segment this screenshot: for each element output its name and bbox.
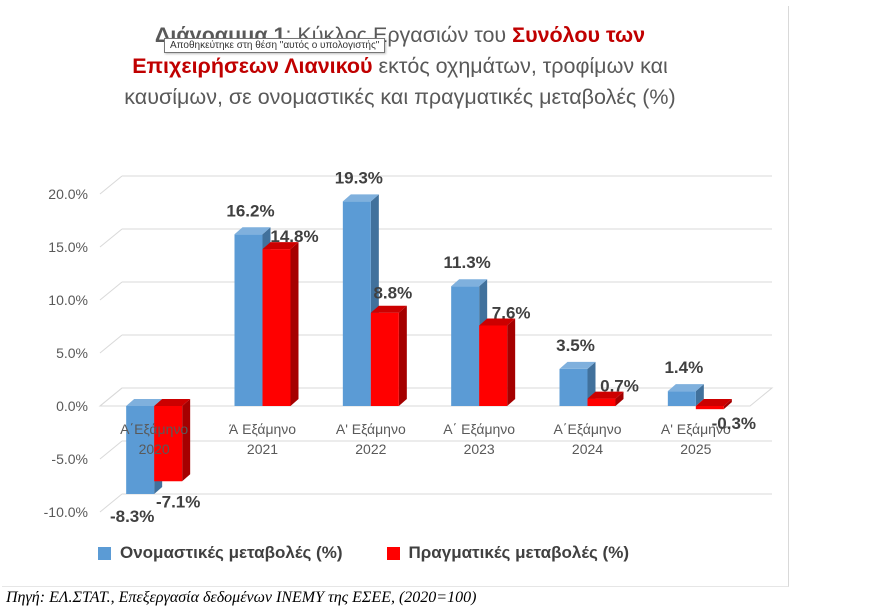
- nominal-bar-top: [667, 384, 704, 392]
- nominal-bar-top: [126, 399, 163, 406]
- y-tick-label: 0.0%: [56, 398, 88, 414]
- data-label-real: -7.1%: [156, 492, 200, 511]
- x-tick-label: 2020: [139, 441, 170, 457]
- nominal-bar-top: [234, 227, 271, 235]
- data-label-real: 0.7%: [600, 377, 639, 396]
- data-label-real: 7.6%: [492, 303, 531, 322]
- legend-item-nominal: Ονομαστικές μεταβολές (%): [98, 543, 343, 563]
- real-bar-top: [587, 391, 624, 399]
- x-tick-label: 2024: [572, 441, 603, 457]
- nominal-bar: [342, 201, 371, 406]
- nominal-bar: [451, 286, 480, 406]
- x-tick-label: 2021: [247, 441, 278, 457]
- x-tick-label: 2023: [464, 441, 495, 457]
- nominal-bar: [667, 391, 696, 406]
- data-label-real: 8.8%: [373, 284, 412, 303]
- y-tick-label: 5.0%: [56, 345, 88, 361]
- legend-swatch-real: [386, 546, 400, 560]
- data-label-nominal: 19.3%: [335, 168, 383, 187]
- real-bar-top: [370, 305, 407, 313]
- x-tick-label: Α΄ Εξάμηνο: [443, 421, 515, 437]
- x-tick-label: 2025: [680, 441, 711, 457]
- y-tick-label: 10.0%: [48, 292, 88, 308]
- data-label-nominal: 16.2%: [226, 201, 274, 220]
- real-bar-side: [507, 318, 516, 406]
- zero-floor: [98, 387, 774, 407]
- y-tick-label: 15.0%: [48, 239, 88, 255]
- real-bar: [262, 249, 291, 406]
- data-label-nominal: 3.5%: [556, 336, 595, 355]
- y-tick-label: -10.0%: [44, 504, 88, 520]
- legend-label-real: Πραγματικές μεταβολές (%): [408, 543, 630, 562]
- x-tick-label: Α' Εξάμηνο: [336, 421, 406, 437]
- nominal-bar: [234, 234, 263, 406]
- chart-title: Διάγραμμα 1: Κύκλος Εργασιών του Συνόλου…: [90, 20, 710, 113]
- x-tick-label: Ά Εξάμηνο: [229, 421, 296, 437]
- nominal-bar-top: [451, 279, 488, 287]
- y-tick-label: 20.0%: [48, 186, 88, 202]
- legend-item-real: Πραγματικές μεταβολές (%): [386, 543, 630, 563]
- data-label-nominal: -8.3%: [110, 507, 154, 526]
- nominal-bar-side: [695, 384, 704, 406]
- source-note: Πηγή: ΕΛ.ΣΤΑΤ., Επεξεργασία δεδομένων ΙΝ…: [6, 589, 477, 606]
- gridline-side: [99, 175, 123, 195]
- gridline-side: [99, 440, 123, 460]
- real-bar: [587, 398, 616, 406]
- nominal-bar: [126, 406, 155, 494]
- nominal-bar-top: [342, 194, 379, 202]
- real-bar: [154, 406, 183, 482]
- y-tick-label: -5.0%: [51, 451, 88, 467]
- real-bar-side: [290, 242, 299, 406]
- real-bar-side: [398, 305, 407, 406]
- x-tick-label: Α΄Εξάμηνο: [554, 421, 622, 437]
- gridline-side: [99, 493, 123, 513]
- gridline-side: [99, 228, 123, 248]
- real-bar-top: [695, 399, 732, 406]
- chart-title-highlight: Συνόλου των Επιχειρήσεων Λιανικού: [132, 23, 646, 78]
- nominal-bar-top: [559, 361, 596, 369]
- real-bar: [695, 406, 724, 410]
- data-label-nominal: 11.3%: [444, 253, 491, 272]
- legend-swatch-nominal: [98, 546, 111, 560]
- real-bar: [370, 312, 399, 406]
- nominal-bar: [559, 368, 588, 406]
- real-bar-top: [154, 399, 191, 406]
- real-bar-side: [615, 391, 624, 406]
- real-bar-side: [182, 399, 191, 482]
- chart-title-part2: εκτός οχημάτων, τροφίμων και καυσίμων, σ…: [124, 54, 676, 109]
- save-location-tooltip: Αποθηκεύτηκε στη θέση "αυτός ο υπολογιστ…: [164, 38, 386, 53]
- legend-label-nominal: Ονομαστικές μεταβολές (%): [120, 543, 343, 562]
- data-label-real: 14.8%: [270, 227, 318, 246]
- data-label-real: -0.3%: [712, 414, 756, 433]
- real-bar-top: [262, 242, 299, 250]
- real-bar: [479, 325, 508, 406]
- real-bar-top: [479, 318, 516, 326]
- x-tick-label: 2022: [355, 441, 386, 457]
- gridline-side: [99, 334, 123, 354]
- gridline-side: [99, 281, 123, 301]
- x-tick-label: Α' Εξάμηνο: [661, 421, 731, 437]
- real-bar-side: [723, 399, 732, 410]
- data-label-nominal: 1.4%: [664, 358, 703, 377]
- chart-legend: Ονομαστικές μεταβολές (%) Πραγματικές με…: [98, 543, 629, 563]
- x-tick-label: Α΄Εξάμηνο: [120, 421, 188, 437]
